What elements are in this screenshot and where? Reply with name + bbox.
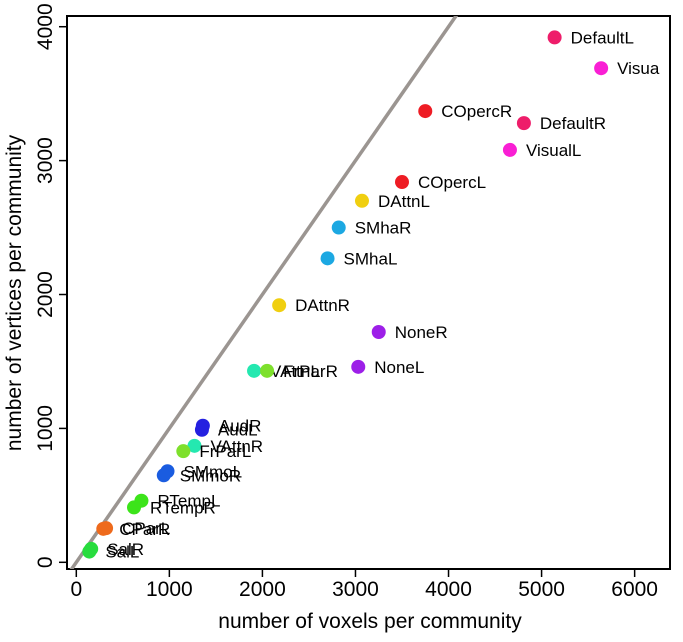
point-label: FrParR (283, 362, 338, 381)
point-label: SMmoL (184, 462, 243, 481)
point-label: DefaultR (540, 114, 606, 133)
reference-line (69, 16, 459, 569)
point-label: SMhaR (355, 219, 412, 238)
point-label: NoneR (395, 323, 448, 342)
data-point (594, 61, 609, 76)
x-tick-label: 6000 (611, 578, 658, 601)
point-label: SalR (107, 540, 144, 559)
x-axis: 0 1000 2000 3000 4000 5000 6000 (70, 569, 658, 601)
point-label: SMmoR (180, 466, 241, 485)
data-point (502, 142, 517, 157)
point-label: FrParL (199, 442, 251, 461)
point-label: VisualL (526, 141, 581, 160)
x-tick-label: 3000 (332, 578, 379, 601)
data-point (418, 104, 433, 119)
data-point (351, 359, 366, 374)
point-label: SMhaL (344, 249, 398, 268)
y-tick-label: 4000 (34, 3, 57, 50)
y-tick-label: 1000 (34, 405, 57, 452)
point-label: CParL (122, 519, 170, 538)
point-label: DAttnR (295, 296, 350, 315)
data-point (547, 30, 562, 45)
point-label: VAttnL (270, 362, 320, 381)
point-label: NoneL (374, 358, 424, 377)
point-label: AudR (219, 417, 262, 436)
point-label: Visua (617, 59, 660, 78)
x-tick-label: 2000 (239, 578, 286, 601)
x-tick-label: 0 (70, 578, 82, 601)
point-label: COpercL (418, 173, 486, 192)
point-label: DAttnL (378, 192, 430, 211)
data-point (156, 468, 171, 483)
x-tick-label: 4000 (425, 578, 472, 601)
y-axis: 0 1000 2000 3000 4000 (34, 3, 67, 568)
data-point (395, 175, 409, 190)
data-point (371, 325, 386, 339)
data-point (96, 521, 111, 536)
point-label: COpercR (441, 102, 512, 121)
data-point (187, 438, 202, 453)
data-point (127, 500, 141, 515)
x-tick-label: 5000 (518, 578, 565, 601)
x-tick-label: 1000 (146, 578, 193, 601)
data-point (331, 220, 346, 235)
point-label: CParR (119, 520, 170, 539)
y-axis-title: number of vertices per community (3, 134, 26, 451)
point-label: DefaultL (571, 28, 634, 47)
point-label: SalL (105, 543, 139, 562)
points-layer: DefaultL Visua COpercR DefaultR VisualL COper… (82, 28, 660, 562)
data-point (260, 363, 275, 378)
data-point (354, 193, 369, 208)
data-point (272, 298, 287, 313)
point-label: AudL (218, 421, 258, 440)
y-tick-label: 2000 (34, 271, 57, 318)
plot-frame (66, 15, 671, 570)
x-axis-title: number of voxels per community (218, 610, 522, 633)
y-tick-label: 0 (34, 556, 57, 568)
data-point (320, 251, 335, 266)
data-point (82, 544, 97, 559)
point-label: RTempR (150, 498, 216, 517)
data-point (247, 363, 262, 378)
reference-line-layer (69, 16, 459, 569)
y-tick-label: 3000 (34, 137, 57, 184)
point-label: VAttnR (210, 437, 263, 456)
data-point (194, 422, 209, 437)
point-label: RTempL (157, 492, 220, 511)
data-point (516, 116, 531, 131)
data-point (176, 444, 191, 459)
